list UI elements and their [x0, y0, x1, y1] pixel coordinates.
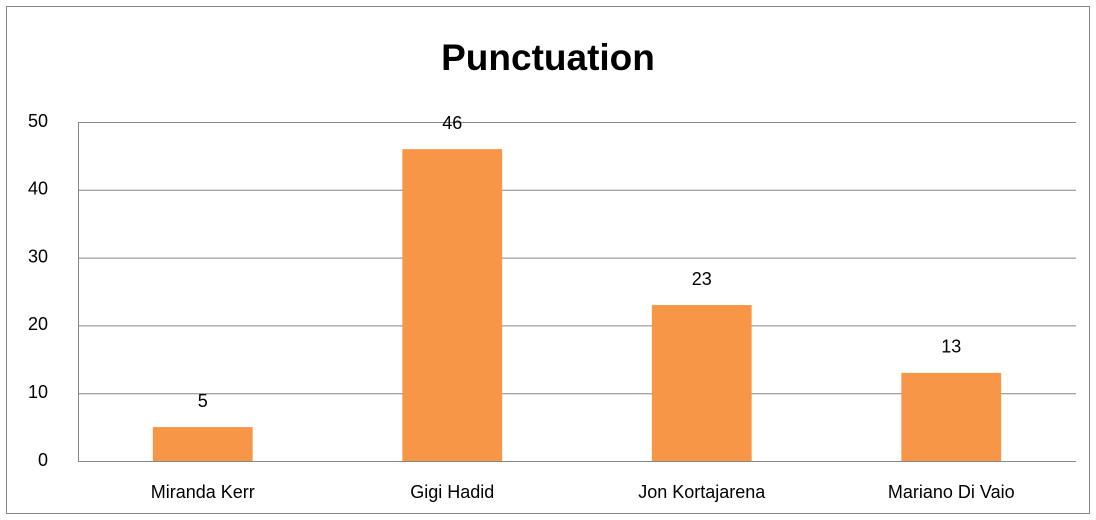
y-tick-label: 10 — [28, 382, 48, 402]
x-tick-label: Miranda Kerr — [151, 482, 255, 502]
x-tick-label: Jon Kortajarena — [638, 482, 766, 502]
y-tick-label: 30 — [28, 246, 48, 266]
bar — [402, 149, 503, 461]
x-tick-label: Gigi Hadid — [410, 482, 494, 502]
bar — [651, 305, 752, 461]
y-tick-label: 40 — [28, 179, 48, 199]
y-tick-label: 0 — [38, 450, 48, 470]
bar — [152, 427, 253, 461]
x-tick-label: Mariano Di Vaio — [888, 482, 1015, 502]
y-tick-label: 20 — [28, 314, 48, 334]
data-label: 46 — [442, 113, 462, 133]
data-label: 13 — [941, 337, 961, 357]
data-label: 5 — [198, 391, 208, 411]
data-label: 23 — [692, 269, 712, 289]
y-tick-label: 50 — [28, 111, 48, 131]
bar — [901, 372, 1002, 461]
chart-title: Punctuation — [441, 37, 655, 78]
